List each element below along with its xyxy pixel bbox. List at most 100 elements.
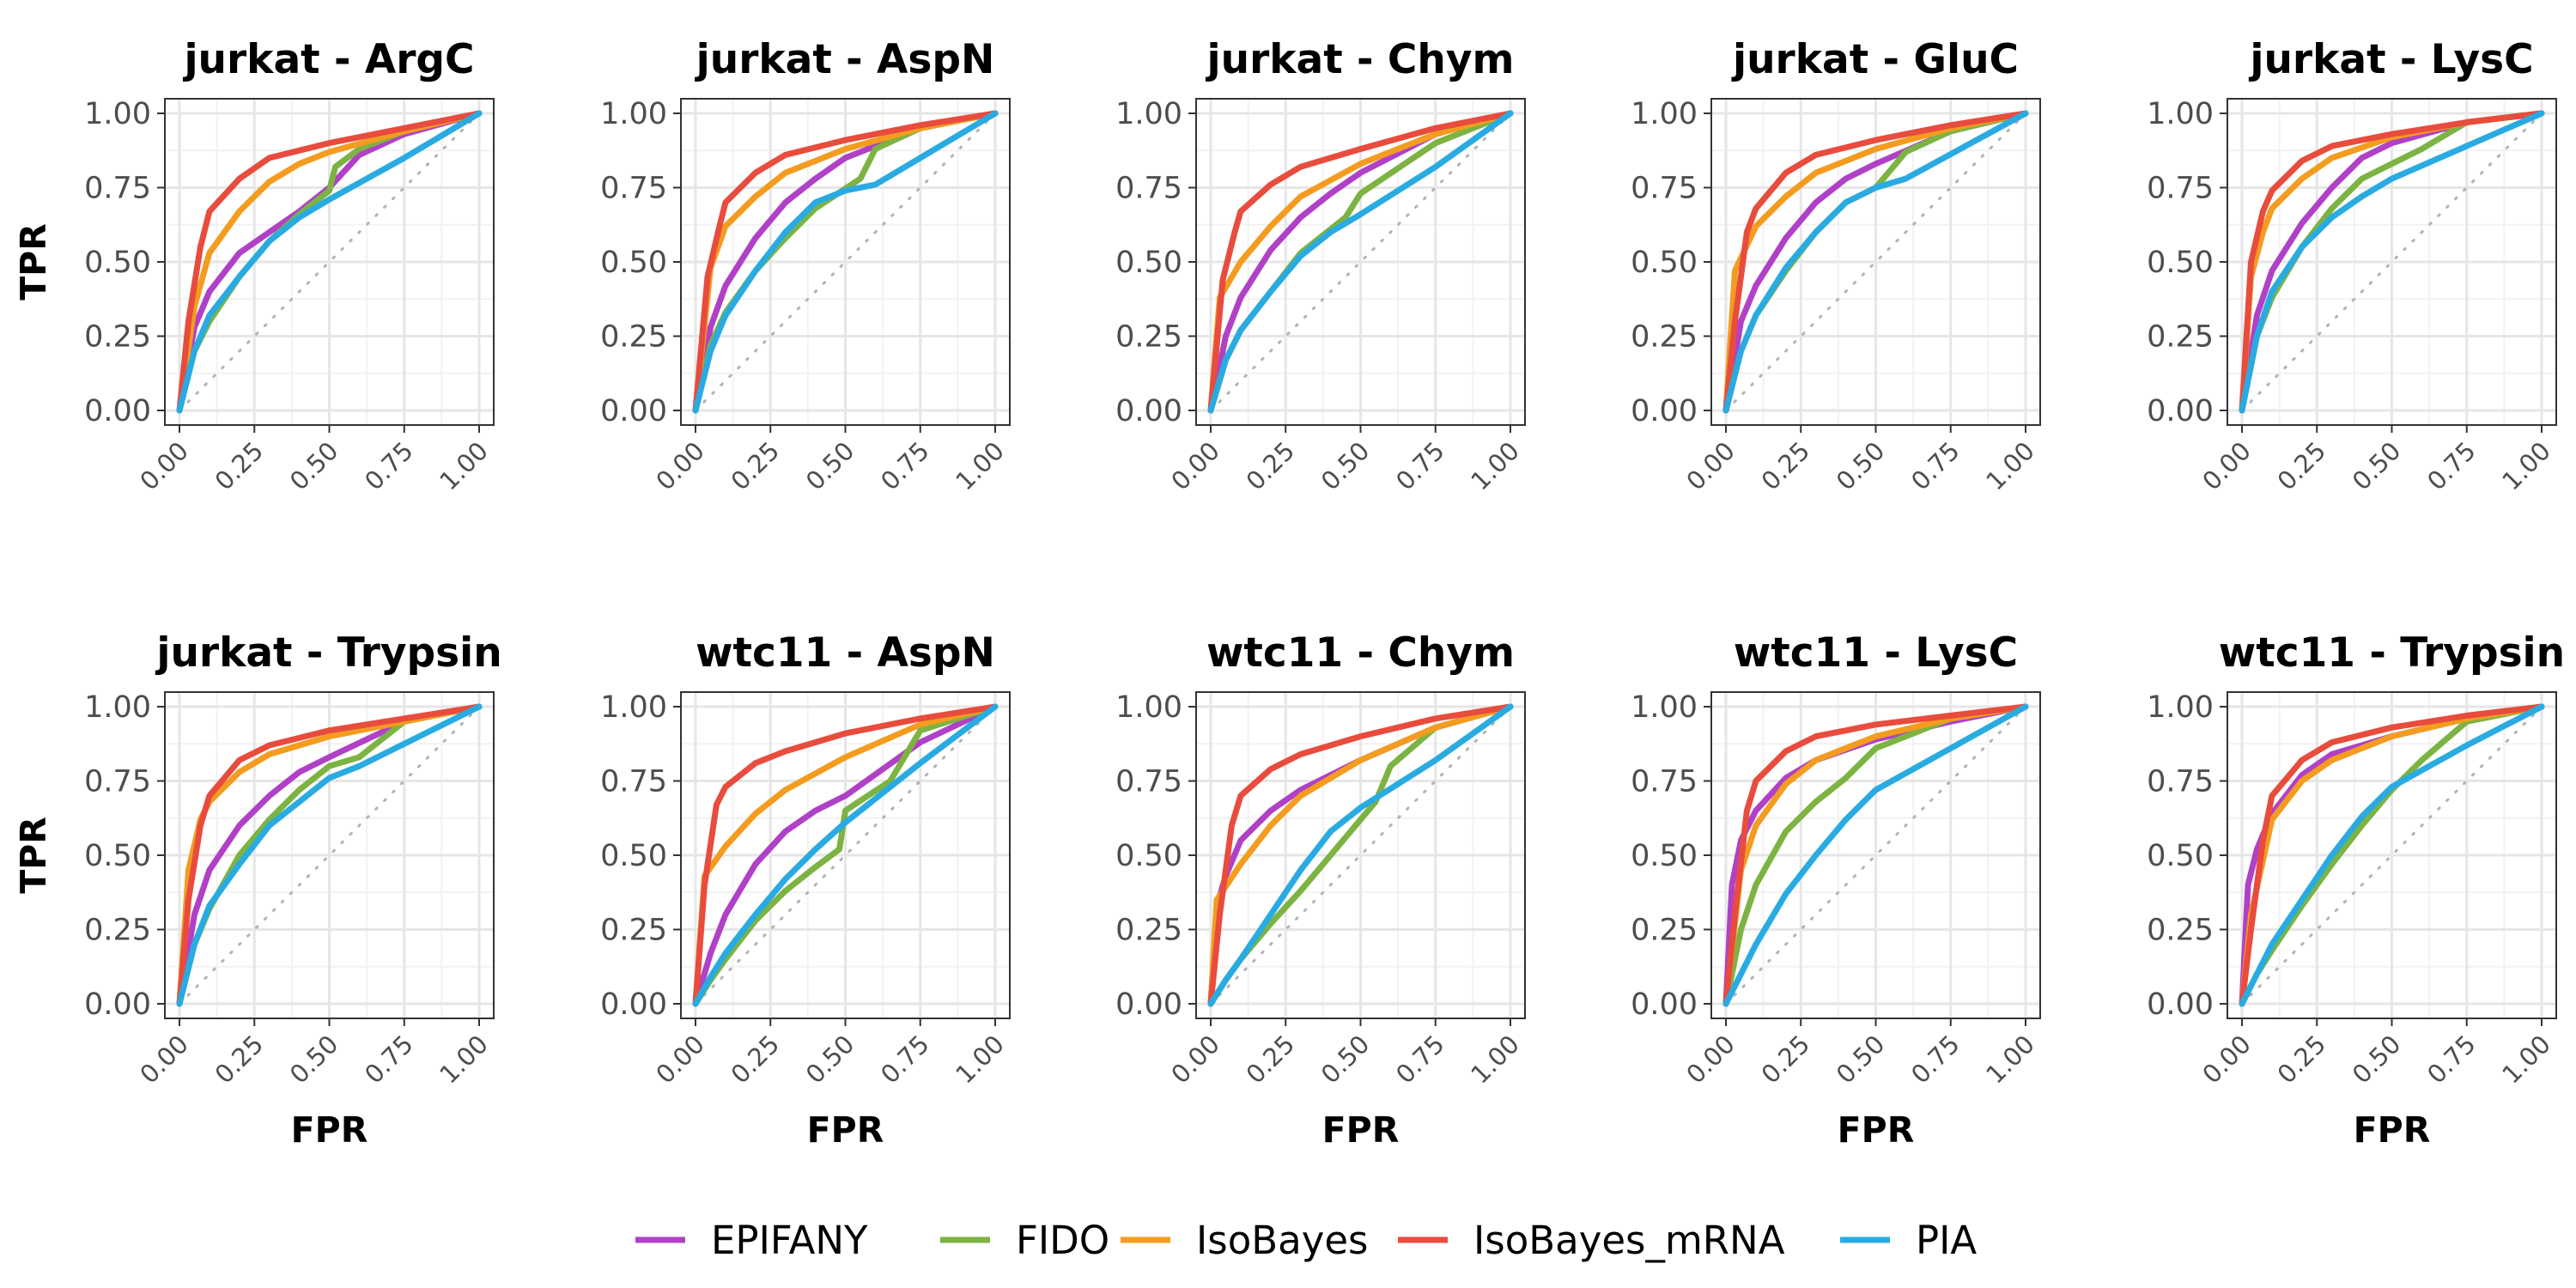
- series-line-pia: [1207, 703, 1514, 1007]
- series-line-isobayes-mrna: [692, 110, 999, 414]
- x-tick-label: 0.00: [1680, 1030, 1741, 1090]
- x-tick-label: 0.50: [284, 1030, 344, 1090]
- y-tick-label: 1.00: [1115, 690, 1182, 725]
- x-tick-label: 0.00: [134, 1030, 194, 1090]
- y-tick-label: 0.75: [600, 172, 667, 206]
- x-tick-label: 1.00: [1980, 436, 2040, 496]
- x-tick-label: 0.75: [875, 1030, 935, 1090]
- legend-label: FIDO: [1016, 1218, 1109, 1263]
- panel-5: jurkat - LysC0.000.000.250.250.500.500.7…: [2147, 36, 2557, 496]
- y-tick-label: 1.00: [2147, 97, 2214, 131]
- x-tick-label: 0.75: [1905, 1030, 1965, 1090]
- series-line-pia: [2239, 110, 2545, 414]
- y-tick-label: 0.50: [1115, 246, 1182, 280]
- series-line-pia: [692, 110, 999, 414]
- panel-title: jurkat - LysC: [2248, 36, 2533, 83]
- series-line-pia: [176, 703, 483, 1007]
- x-tick-label: 0.50: [1315, 436, 1376, 496]
- panel-1: jurkat - ArgC0.000.000.250.250.500.500.7…: [13, 36, 495, 496]
- panel-title: jurkat - Trypsin: [155, 629, 501, 677]
- y-tick-label: 0.25: [1631, 914, 1698, 948]
- x-axis-label: FPR: [2354, 1109, 2431, 1151]
- x-tick-label: 1.00: [434, 1030, 494, 1090]
- x-tick-label: 0.25: [209, 436, 269, 496]
- series-line-isobayes-mrna: [176, 703, 483, 1007]
- panel-2: jurkat - AspN0.000.000.250.250.500.500.7…: [600, 36, 1011, 496]
- legend-item-epifany: EPIFANY: [635, 1218, 868, 1263]
- legend-label: EPIFANY: [711, 1218, 868, 1263]
- legend-item-fido: FIDO: [940, 1218, 1109, 1263]
- panel-title: wtc11 - AspN: [696, 629, 995, 677]
- y-tick-label: 1.00: [1631, 690, 1698, 725]
- y-tick-label: 0.75: [1115, 765, 1182, 799]
- y-tick-label: 0.25: [1115, 320, 1182, 355]
- x-tick-label: 0.50: [800, 1030, 860, 1090]
- y-tick-label: 0.75: [1115, 172, 1182, 206]
- y-tick-label: 1.00: [84, 97, 151, 131]
- y-tick-label: 0.00: [600, 987, 667, 1022]
- series-line-isobayes: [176, 703, 483, 1007]
- y-tick-label: 0.25: [84, 320, 151, 355]
- y-tick-label: 0.50: [1631, 246, 1698, 280]
- x-tick-label: 0.75: [359, 436, 419, 496]
- y-tick-label: 0.75: [2147, 172, 2214, 206]
- x-tick-label: 0.00: [1165, 1030, 1225, 1090]
- y-tick-label: 0.00: [1631, 394, 1698, 428]
- panel-title: wtc11 - Trypsin: [2219, 629, 2565, 677]
- y-tick-label: 0.75: [2147, 765, 2214, 799]
- y-tick-label: 0.50: [1631, 839, 1698, 873]
- panel-title: jurkat - AspN: [695, 36, 995, 83]
- series-line-isobayes: [1722, 110, 2029, 414]
- series-line-pia: [1722, 110, 2029, 414]
- y-tick-label: 0.00: [84, 394, 151, 428]
- y-tick-label: 0.50: [2147, 246, 2214, 280]
- series-line-epifany: [176, 703, 483, 1007]
- series-line-isobayes-mrna: [1722, 110, 2029, 414]
- y-tick-label: 0.25: [1115, 914, 1182, 948]
- y-tick-label: 0.50: [84, 839, 151, 873]
- y-tick-label: 0.50: [600, 246, 667, 280]
- x-tick-label: 1.00: [1465, 436, 1525, 496]
- series-line-isobayes-mrna: [1207, 110, 1514, 414]
- y-tick-label: 0.75: [1631, 765, 1698, 799]
- x-tick-label: 0.00: [650, 1030, 710, 1090]
- legend-label: IsoBayes: [1196, 1218, 1368, 1263]
- panel-7: wtc11 - AspN0.000.000.250.250.500.500.75…: [600, 629, 1011, 1151]
- x-tick-label: 0.00: [1680, 436, 1741, 496]
- series-line-pia: [2239, 703, 2545, 1007]
- panel-title: wtc11 - LysC: [1734, 629, 2018, 677]
- x-axis-label: FPR: [1322, 1109, 1400, 1151]
- series-line-pia: [1207, 110, 1514, 414]
- y-tick-label: 0.75: [84, 172, 151, 206]
- x-tick-label: 0.00: [650, 436, 710, 496]
- y-tick-label: 0.50: [600, 839, 667, 873]
- legend: EPIFANY FIDO IsoBayes IsoBayes_mRNA PIA: [635, 1218, 1977, 1263]
- series-line-isobayes-mrna: [692, 703, 999, 1007]
- panel-title: wtc11 - Chym: [1206, 629, 1515, 677]
- x-tick-label: 0.75: [2421, 436, 2482, 496]
- x-tick-label: 0.50: [1315, 1030, 1376, 1090]
- y-tick-label: 0.50: [1115, 839, 1182, 873]
- x-tick-label: 0.25: [1240, 1030, 1300, 1090]
- x-tick-label: 0.50: [800, 436, 860, 496]
- y-tick-label: 1.00: [84, 690, 151, 725]
- y-tick-label: 0.25: [2147, 320, 2214, 355]
- x-tick-label: 0.25: [725, 1030, 785, 1090]
- x-tick-label: 1.00: [950, 1030, 1010, 1090]
- y-tick-label: 0.00: [84, 987, 151, 1022]
- x-tick-label: 0.25: [209, 1030, 269, 1090]
- legend-label: PIA: [1916, 1218, 1977, 1263]
- x-tick-label: 0.25: [1240, 436, 1300, 496]
- y-tick-label: 1.00: [600, 690, 667, 725]
- panel-6: jurkat - Trypsin0.000.000.250.250.500.50…: [13, 629, 502, 1151]
- y-tick-label: 0.25: [2147, 914, 2214, 948]
- x-tick-label: 0.00: [2196, 436, 2257, 496]
- y-tick-label: 0.25: [600, 914, 667, 948]
- x-tick-label: 0.75: [1390, 1030, 1450, 1090]
- x-tick-label: 1.00: [950, 436, 1010, 496]
- x-tick-label: 0.25: [2271, 1030, 2331, 1090]
- y-tick-label: 1.00: [1631, 97, 1698, 131]
- series-line-isobayes-mrna: [2239, 703, 2545, 1007]
- x-tick-label: 1.00: [2496, 1030, 2556, 1090]
